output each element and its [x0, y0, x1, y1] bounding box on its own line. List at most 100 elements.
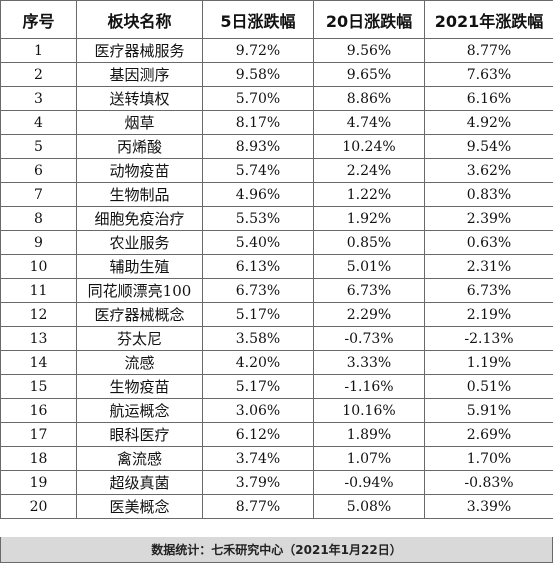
row-index: 7: [0, 182, 77, 207]
change-20day: 5.08%: [313, 494, 425, 519]
change-5day: 3.06%: [202, 398, 314, 423]
change-2021: 2.39%: [424, 206, 553, 231]
change-20day: -0.94%: [313, 470, 425, 495]
sector-name: 送转填权: [76, 86, 203, 111]
change-20day: 2.24%: [313, 158, 425, 183]
row-index: 1: [0, 38, 77, 63]
table-row: 2 基因测序 9.58% 9.65% 7.63%: [0, 62, 553, 87]
change-2021: -0.83%: [424, 470, 553, 495]
table-row: 19 超级真菌 3.79% -0.94% -0.83%: [0, 470, 553, 495]
row-index: 6: [0, 158, 77, 183]
sector-name: 动物疫苗: [76, 158, 203, 183]
change-5day: 5.53%: [202, 206, 314, 231]
sector-name: 基因测序: [76, 62, 203, 87]
sector-name: 同花顺漂亮100: [76, 278, 203, 303]
table-row: 15 生物疫苗 5.17% -1.16% 0.51%: [0, 374, 553, 399]
change-5day: 5.17%: [202, 302, 314, 327]
table-row: 20 医美概念 8.77% 5.08% 3.39%: [0, 494, 553, 519]
change-20day: 0.85%: [313, 230, 425, 255]
header-sector-name: 板块名称: [76, 0, 203, 39]
table-row: 10 辅助生殖 6.13% 5.01% 2.31%: [0, 254, 553, 279]
change-20day: 9.56%: [313, 38, 425, 63]
sector-name: 超级真菌: [76, 470, 203, 495]
row-index: 2: [0, 62, 77, 87]
change-5day: 4.20%: [202, 350, 314, 375]
sector-name: 细胞免疫治疗: [76, 206, 203, 231]
change-20day: 8.86%: [313, 86, 425, 111]
change-5day: 9.72%: [202, 38, 314, 63]
data-source-footer: 数据统计：七禾研究中心（2021年1月22日）: [0, 537, 553, 563]
change-20day: 10.16%: [313, 398, 425, 423]
sector-name: 医美概念: [76, 494, 203, 519]
row-index: 12: [0, 302, 77, 327]
change-2021: 3.39%: [424, 494, 553, 519]
sector-name: 医疗器械概念: [76, 302, 203, 327]
change-20day: -1.16%: [313, 374, 425, 399]
change-2021: 2.19%: [424, 302, 553, 327]
change-20day: 6.73%: [313, 278, 425, 303]
change-20day: -0.73%: [313, 326, 425, 351]
header-index: 序号: [0, 0, 77, 39]
change-2021: 0.83%: [424, 182, 553, 207]
change-2021: 2.31%: [424, 254, 553, 279]
change-2021: 3.62%: [424, 158, 553, 183]
change-5day: 3.74%: [202, 446, 314, 471]
change-5day: 4.96%: [202, 182, 314, 207]
header-20day-change: 20日涨跌幅: [313, 0, 425, 39]
sector-name: 丙烯酸: [76, 134, 203, 159]
row-index: 17: [0, 422, 77, 447]
table-row: 11 同花顺漂亮100 6.73% 6.73% 6.73%: [0, 278, 553, 303]
table-body: 1 医疗器械服务 9.72% 9.56% 8.77% 2 基因测序 9.58% 9.65% 7.6…: [0, 38, 553, 519]
change-5day: 8.77%: [202, 494, 314, 519]
change-2021: 1.19%: [424, 350, 553, 375]
table-row: 5 丙烯酸 8.93% 10.24% 9.54%: [0, 134, 553, 159]
row-index: 14: [0, 350, 77, 375]
header-row: 序号 板块名称 5日涨跌幅 20日涨跌幅 2021年涨跌幅: [0, 0, 553, 39]
table-row: 6 动物疫苗 5.74% 2.24% 3.62%: [0, 158, 553, 183]
table-row: 9 农业服务 5.40% 0.85% 0.63%: [0, 230, 553, 255]
change-20day: 2.29%: [313, 302, 425, 327]
change-5day: 5.74%: [202, 158, 314, 183]
table-row: 4 烟草 8.17% 4.74% 4.92%: [0, 110, 553, 135]
sector-performance-table: 序号 板块名称 5日涨跌幅 20日涨跌幅 2021年涨跌幅 1 医疗器械服务 9.7…: [0, 0, 553, 519]
row-index: 15: [0, 374, 77, 399]
table-row: 16 航运概念 3.06% 10.16% 5.91%: [0, 398, 553, 423]
change-2021: 6.16%: [424, 86, 553, 111]
change-2021: 0.51%: [424, 374, 553, 399]
sector-name: 医疗器械服务: [76, 38, 203, 63]
change-2021: 8.77%: [424, 38, 553, 63]
sector-name: 农业服务: [76, 230, 203, 255]
row-index: 8: [0, 206, 77, 231]
table-row: 17 眼科医疗 6.12% 1.89% 2.69%: [0, 422, 553, 447]
change-2021: 5.91%: [424, 398, 553, 423]
sector-name: 烟草: [76, 110, 203, 135]
sector-name: 流感: [76, 350, 203, 375]
change-20day: 1.92%: [313, 206, 425, 231]
change-2021: 9.54%: [424, 134, 553, 159]
change-20day: 4.74%: [313, 110, 425, 135]
change-5day: 8.17%: [202, 110, 314, 135]
row-index: 5: [0, 134, 77, 159]
table-row: 18 禽流感 3.74% 1.07% 1.70%: [0, 446, 553, 471]
change-5day: 6.13%: [202, 254, 314, 279]
row-index: 11: [0, 278, 77, 303]
table-row: 13 芬太尼 3.58% -0.73% -2.13%: [0, 326, 553, 351]
table-row: 8 细胞免疫治疗 5.53% 1.92% 2.39%: [0, 206, 553, 231]
sector-name: 眼科医疗: [76, 422, 203, 447]
table-row: 3 送转填权 5.70% 8.86% 6.16%: [0, 86, 553, 111]
row-index: 19: [0, 470, 77, 495]
row-index: 13: [0, 326, 77, 351]
change-20day: 5.01%: [313, 254, 425, 279]
sector-name: 辅助生殖: [76, 254, 203, 279]
table-row: 12 医疗器械概念 5.17% 2.29% 2.19%: [0, 302, 553, 327]
change-2021: 0.63%: [424, 230, 553, 255]
change-20day: 9.65%: [313, 62, 425, 87]
change-5day: 8.93%: [202, 134, 314, 159]
header-2021-change: 2021年涨跌幅: [424, 0, 553, 39]
change-20day: 3.33%: [313, 350, 425, 375]
change-2021: 4.92%: [424, 110, 553, 135]
change-20day: 1.89%: [313, 422, 425, 447]
change-2021: -2.13%: [424, 326, 553, 351]
table-row: 7 生物制品 4.96% 1.22% 0.83%: [0, 182, 553, 207]
row-index: 4: [0, 110, 77, 135]
